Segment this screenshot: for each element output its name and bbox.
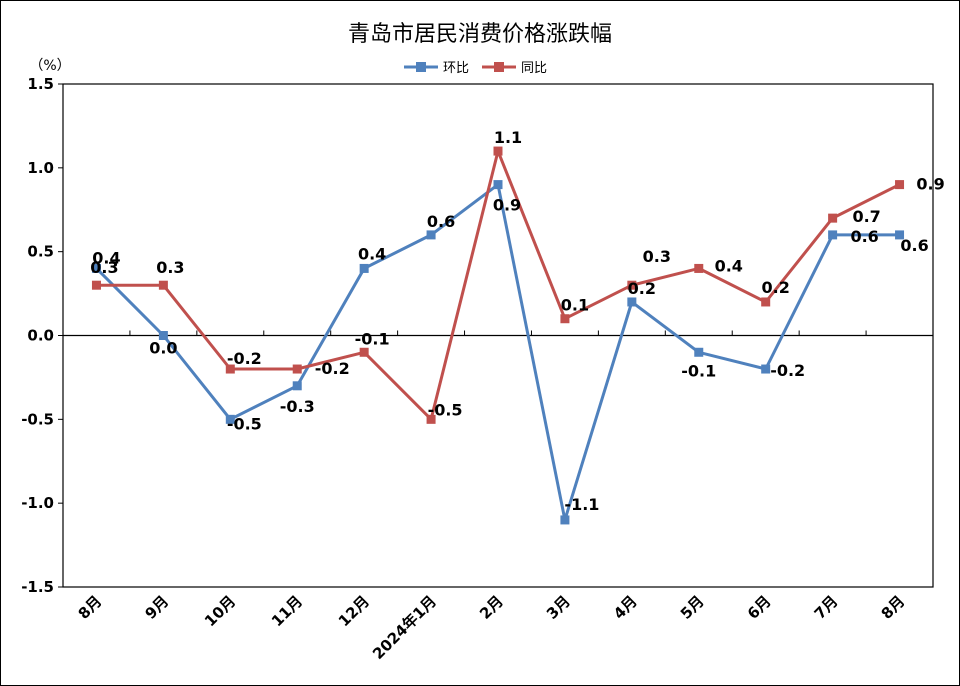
data-point-huanbi xyxy=(225,414,235,424)
data-label-tongbi: 0.4 xyxy=(715,256,743,275)
x-tick-label: 8月 xyxy=(75,592,106,623)
x-tick-label: 9月 xyxy=(141,592,172,623)
data-point-huanbi xyxy=(627,297,637,307)
data-label-tongbi: 0.9 xyxy=(916,175,944,194)
data-label-huanbi: -0.2 xyxy=(770,361,805,380)
data-label-huanbi: -0.3 xyxy=(280,397,315,416)
data-point-huanbi xyxy=(158,331,168,340)
data-label-huanbi: -0.5 xyxy=(227,414,262,433)
data-point-huanbi xyxy=(91,263,101,273)
y-tick-label: 0.0 xyxy=(27,327,54,345)
x-tick-label: 5月 xyxy=(677,592,708,623)
data-label-huanbi: 0.0 xyxy=(149,339,177,358)
data-label-tongbi: -0.1 xyxy=(355,329,390,348)
data-label-tongbi: 0.7 xyxy=(852,207,880,226)
data-point-tongbi xyxy=(627,280,637,290)
x-tick-label: 2月 xyxy=(476,592,507,623)
data-label-huanbi: 0.9 xyxy=(493,196,521,215)
data-point-tongbi xyxy=(560,314,570,324)
x-tick-label: 10月 xyxy=(201,592,239,630)
data-point-huanbi xyxy=(426,230,436,240)
y-tick-label: 0.5 xyxy=(27,243,54,261)
y-tick-label: 1.0 xyxy=(27,159,54,177)
x-tick-label: 3月 xyxy=(543,592,574,623)
data-point-huanbi xyxy=(694,347,704,357)
legend: 环比 同比 xyxy=(404,61,547,76)
data-point-tongbi xyxy=(359,347,369,357)
legend-marker-tongbi xyxy=(494,62,504,72)
data-label-huanbi: 0.6 xyxy=(900,236,928,255)
x-tick-label: 2024年1月 xyxy=(369,592,440,663)
legend-label-huanbi: 环比 xyxy=(443,61,469,76)
data-point-tongbi xyxy=(292,364,302,374)
data-labels: 0.4 0.0 -0.5 -0.3 0.4 0.6 0.9 -1.1 0.2 -0.1 -0.2 0.… xyxy=(90,128,944,514)
data-label-tongbi: 0.3 xyxy=(156,258,184,277)
data-label-huanbi: 0.4 xyxy=(358,244,386,263)
data-label-tongbi: 0.2 xyxy=(762,278,790,297)
data-label-tongbi: -0.2 xyxy=(227,349,262,368)
data-point-tongbi xyxy=(694,263,704,273)
data-label-tongbi: 0.3 xyxy=(90,258,118,277)
data-point-tongbi xyxy=(91,280,101,290)
data-label-huanbi: 0.2 xyxy=(628,279,656,298)
data-label-tongbi: 0.3 xyxy=(643,247,671,266)
data-point-huanbi xyxy=(828,230,838,240)
data-label-tongbi: 1.1 xyxy=(494,128,522,147)
data-point-huanbi xyxy=(895,230,905,240)
y-tick-label: -1.0 xyxy=(21,494,54,512)
x-tick-label: 11月 xyxy=(268,592,306,630)
legend-label-tongbi: 同比 xyxy=(521,61,547,76)
data-point-huanbi xyxy=(359,263,369,273)
data-label-tongbi: 0.1 xyxy=(561,296,589,315)
x-tick-label: 4月 xyxy=(610,592,641,623)
data-point-huanbi xyxy=(560,515,570,525)
data-point-huanbi xyxy=(493,180,503,190)
data-point-huanbi xyxy=(761,364,771,374)
x-tick-label: 7月 xyxy=(811,592,842,623)
data-label-huanbi: 0.6 xyxy=(850,227,878,246)
data-label-tongbi: -0.2 xyxy=(315,359,350,378)
y-axis: 1.5 1.0 0.5 0.0 -0.5 -1.0 -1.5 xyxy=(21,75,63,596)
data-label-huanbi: -1.1 xyxy=(564,495,599,514)
data-label-huanbi: 0.6 xyxy=(427,212,455,231)
data-point-tongbi xyxy=(225,364,235,374)
data-label-huanbi: 0.4 xyxy=(92,248,120,267)
data-point-tongbi xyxy=(895,180,905,190)
data-point-tongbi xyxy=(426,414,436,424)
y-axis-unit: （%） xyxy=(29,58,70,74)
data-point-tongbi xyxy=(761,297,771,307)
legend-marker-huanbi xyxy=(416,62,426,72)
chart-title: 青岛市居民消费价格涨跌幅 xyxy=(348,22,612,47)
y-tick-label: 1.5 xyxy=(27,75,54,93)
data-point-tongbi xyxy=(493,146,503,156)
data-label-huanbi: -0.1 xyxy=(681,361,716,380)
data-point-tongbi xyxy=(158,280,168,290)
series-markers xyxy=(91,146,905,525)
y-tick-label: -1.5 xyxy=(21,578,54,596)
data-label-tongbi: -0.5 xyxy=(428,400,463,419)
x-tick-label: 8月 xyxy=(878,592,909,623)
x-tick-label: 6月 xyxy=(744,592,775,623)
data-point-tongbi xyxy=(828,213,838,223)
x-tick-label: 12月 xyxy=(335,592,373,630)
y-tick-label: -0.5 xyxy=(21,410,54,428)
data-point-huanbi xyxy=(292,381,302,391)
